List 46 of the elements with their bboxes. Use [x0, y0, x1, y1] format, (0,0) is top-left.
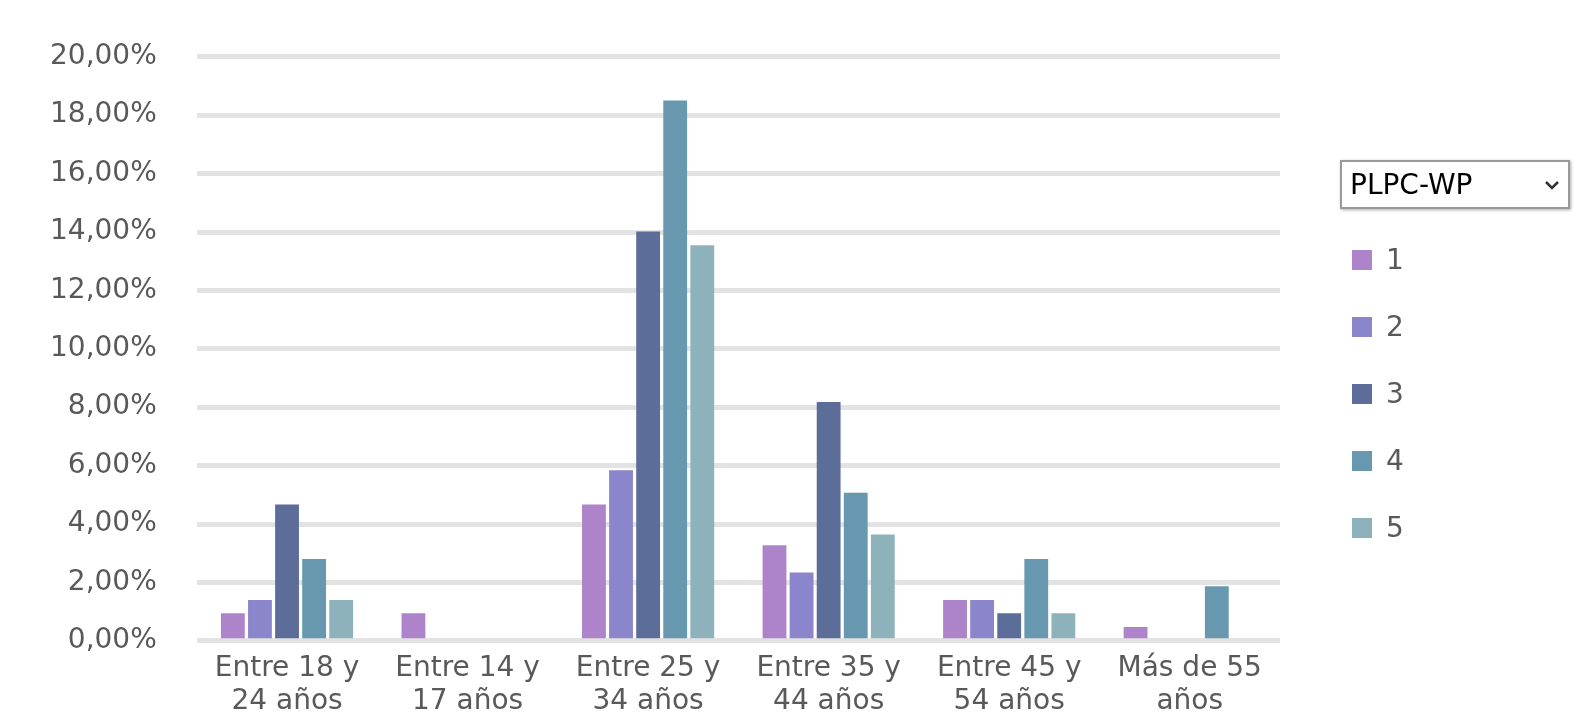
y-tick-label: 8,00%	[67, 388, 157, 422]
y-tick-label: 18,00%	[50, 96, 157, 130]
y-tick-label: 6,00%	[67, 446, 157, 480]
y-tick-label: 4,00%	[67, 505, 157, 539]
legend-label: 1	[1386, 243, 1404, 276]
bar	[663, 100, 688, 639]
legend-label: 2	[1386, 310, 1404, 343]
y-tick-label: 0,00%	[67, 622, 157, 656]
y-tick-label: 2,00%	[67, 563, 157, 597]
x-tick-label: Entre 45 y 54 años	[936, 649, 1082, 717]
bar	[970, 599, 995, 639]
bar	[1051, 613, 1076, 639]
x-tick-label: Entre 14 y 17 años	[395, 649, 540, 717]
legend-label: 3	[1386, 377, 1404, 410]
bar	[1024, 559, 1049, 639]
x-tick-label: Entre 35 y 44 años	[756, 649, 901, 717]
x-tick-label: Más de 55 años	[1117, 649, 1262, 717]
y-tick-label: 10,00%	[50, 330, 157, 364]
x-tick-label: Entre 25 y 34 años	[575, 649, 721, 717]
bar	[582, 504, 606, 639]
bar	[220, 613, 245, 639]
bar	[636, 231, 661, 639]
bar	[816, 401, 841, 639]
bar	[1123, 627, 1148, 639]
bar	[302, 559, 327, 639]
legend-label: 4	[1386, 444, 1404, 477]
y-tick-label: 16,00%	[50, 154, 157, 188]
bar	[329, 599, 354, 639]
bar	[275, 504, 299, 639]
y-tick-label: 14,00%	[50, 213, 157, 247]
bar	[609, 470, 633, 639]
bar	[843, 492, 868, 639]
bar	[762, 545, 787, 639]
bar	[943, 599, 967, 639]
bar	[870, 534, 895, 639]
y-tick-label: 12,00%	[50, 271, 157, 305]
legend-label: 5	[1386, 511, 1404, 544]
bar	[248, 599, 272, 639]
x-tick-label: Entre 18 y 24 años	[214, 649, 360, 717]
bar	[1204, 586, 1229, 639]
bar	[997, 613, 1022, 639]
bar	[401, 613, 426, 639]
bar	[690, 245, 715, 639]
bar	[789, 572, 814, 639]
legend-title: PLPC-WP	[1350, 168, 1473, 201]
y-tick-label: 20,00%	[50, 38, 157, 72]
